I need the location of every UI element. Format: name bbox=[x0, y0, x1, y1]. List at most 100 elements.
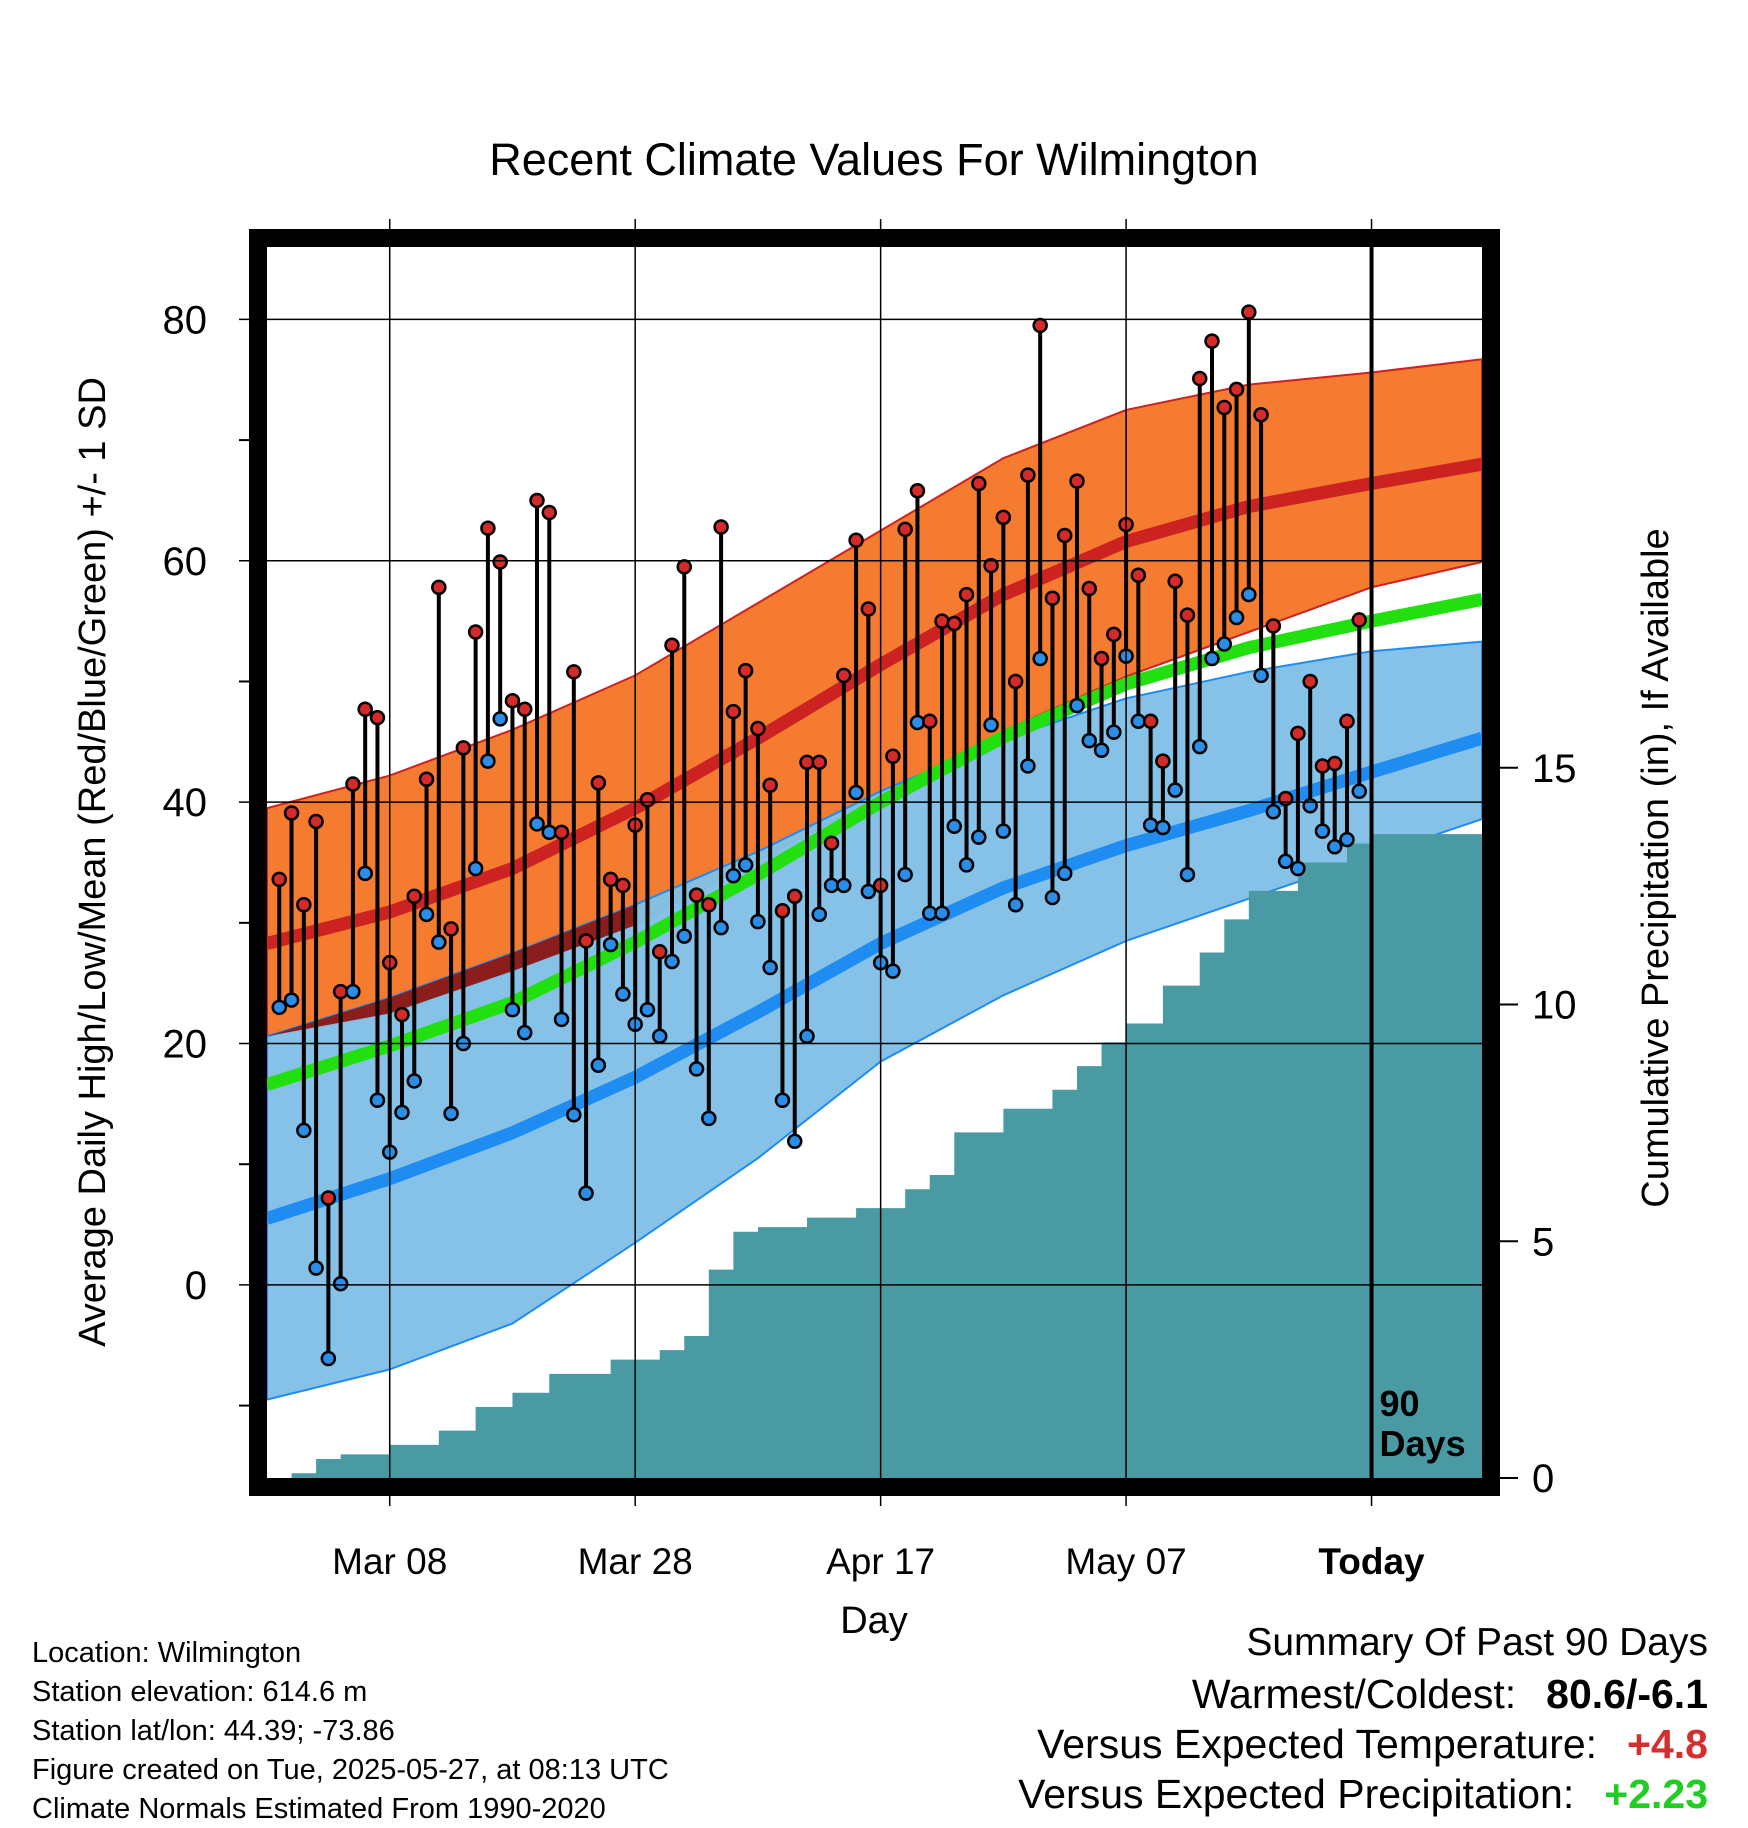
daily-low-point bbox=[1204, 650, 1220, 667]
daily-low-point bbox=[1032, 650, 1048, 667]
daily-high-point bbox=[615, 877, 631, 894]
daily-low-point bbox=[897, 866, 913, 883]
daily-high-point bbox=[725, 703, 742, 720]
daily-high-point bbox=[345, 776, 361, 792]
summary-title: Summary Of Past 90 Days bbox=[1246, 1621, 1708, 1665]
daily-low-point bbox=[492, 711, 508, 727]
daily-high-point bbox=[676, 559, 693, 575]
daily-low-point bbox=[271, 999, 288, 1016]
daily-high-point bbox=[1314, 758, 1331, 774]
daily-low-point bbox=[1339, 831, 1355, 848]
daily-low-point bbox=[934, 905, 950, 921]
daily-low-point bbox=[615, 986, 631, 1002]
daily-high-point bbox=[1007, 673, 1024, 690]
daily-low-point bbox=[811, 906, 828, 923]
daily-low-point bbox=[308, 1260, 324, 1276]
daily-high-point bbox=[786, 888, 803, 905]
daily-low-point bbox=[467, 860, 484, 877]
location-text: Location: Wilmington bbox=[32, 1637, 302, 1669]
daily-high-point bbox=[1253, 407, 1269, 423]
daily-high-point bbox=[443, 921, 459, 937]
daily-low-point bbox=[1007, 896, 1024, 913]
daily-low-point bbox=[1302, 798, 1318, 814]
daily-low-point bbox=[1314, 823, 1331, 839]
plot-area: 90 Days 0 20 40 60 80 Mar 08 Mar 28 Apr 17 May 07 T… bbox=[163, 219, 1577, 1582]
x-tick-label: Today bbox=[1318, 1541, 1425, 1582]
daily-high-point bbox=[1167, 573, 1183, 590]
daily-low-point bbox=[431, 934, 447, 950]
daily-low-point bbox=[553, 1011, 570, 1028]
daily-high-point bbox=[774, 903, 791, 919]
daily-low-point bbox=[357, 865, 373, 882]
daily-high-point bbox=[308, 813, 324, 830]
daily-low-point bbox=[345, 983, 361, 1000]
daily-low-point bbox=[750, 913, 766, 930]
created-text: Figure created on Tue, 2025-05-27, at 08… bbox=[32, 1754, 669, 1786]
daily-high-point bbox=[1069, 473, 1085, 489]
daily-low-point bbox=[1142, 817, 1159, 833]
daily-high-point bbox=[811, 754, 828, 771]
daily-high-point bbox=[541, 504, 558, 521]
daily-high-point bbox=[369, 709, 386, 726]
daily-high-point bbox=[1277, 790, 1294, 807]
daily-low-point bbox=[786, 1133, 803, 1150]
daily-low-point bbox=[909, 714, 926, 731]
daily-high-point bbox=[958, 586, 975, 603]
normals-text: Climate Normals Estimated From 1990-2020 bbox=[32, 1793, 606, 1825]
plot-frame bbox=[249, 229, 1500, 1496]
y-tick-label: 0 bbox=[185, 1264, 207, 1308]
plot-inner bbox=[267, 247, 1482, 1478]
daily-low-point bbox=[1216, 636, 1233, 652]
x-tick-label: Mar 28 bbox=[578, 1541, 693, 1582]
daily-low-point bbox=[701, 1110, 717, 1127]
daily-high-point bbox=[590, 775, 607, 791]
daily-low-point bbox=[1056, 865, 1073, 882]
daily-high-point bbox=[848, 532, 864, 549]
daily-high-point bbox=[578, 933, 594, 949]
daily-high-point bbox=[639, 791, 656, 808]
daily-high-point bbox=[516, 701, 533, 717]
daily-high-point bbox=[1044, 590, 1061, 606]
daily-high-point bbox=[995, 509, 1012, 526]
today-marker-label: 90 Days bbox=[1380, 1383, 1466, 1464]
daily-low-point bbox=[1253, 667, 1269, 684]
summary-precipitation: Versus Expected Precipitation: +2.23 bbox=[1018, 1771, 1708, 1818]
daily-low-point bbox=[529, 816, 545, 832]
daily-low-point bbox=[480, 753, 496, 769]
daily-low-point bbox=[1228, 609, 1245, 626]
daily-low-point bbox=[860, 883, 877, 900]
daily-high-point bbox=[713, 519, 729, 535]
daily-high-point bbox=[1351, 612, 1368, 628]
daily-high-point bbox=[1326, 755, 1343, 772]
daily-high-point bbox=[1228, 381, 1245, 398]
daily-high-point bbox=[897, 521, 913, 538]
daily-low-point bbox=[1290, 860, 1306, 877]
daily-high-point bbox=[1155, 753, 1171, 769]
daily-high-point bbox=[296, 896, 312, 913]
daily-high-point bbox=[750, 720, 766, 737]
daily-high-point bbox=[1265, 618, 1282, 634]
daily-high-point bbox=[971, 475, 987, 492]
y-tick-label: 20 bbox=[163, 1023, 208, 1067]
daily-high-point bbox=[566, 664, 582, 680]
latlon-text: Station lat/lon: 44.39; -73.86 bbox=[32, 1715, 395, 1747]
daily-low-point bbox=[578, 1185, 594, 1201]
daily-low-point bbox=[283, 992, 300, 1008]
daily-high-point bbox=[1191, 370, 1208, 387]
daily-low-point bbox=[369, 1092, 386, 1109]
daily-low-point bbox=[946, 818, 963, 835]
summary-warmest-coldest: Warmest/Coldest: 80.6/-6.1 bbox=[1192, 1671, 1708, 1718]
daily-low-point bbox=[1167, 782, 1183, 798]
daily-low-point bbox=[725, 868, 742, 884]
daily-high-point bbox=[921, 713, 938, 730]
daily-low-point bbox=[516, 1024, 533, 1041]
y2-tick-label: 5 bbox=[1532, 1220, 1554, 1264]
y-axis-label: Average Daily High/Low/Mean (Red/Blue/Gr… bbox=[72, 377, 114, 1347]
daily-low-point bbox=[1265, 804, 1282, 820]
daily-high-point bbox=[909, 483, 926, 499]
daily-low-point bbox=[1069, 697, 1085, 714]
daily-low-point bbox=[406, 1073, 423, 1089]
daily-high-point bbox=[1130, 567, 1147, 584]
x-tick-label: Mar 08 bbox=[332, 1541, 447, 1582]
daily-low-point bbox=[320, 1350, 337, 1367]
